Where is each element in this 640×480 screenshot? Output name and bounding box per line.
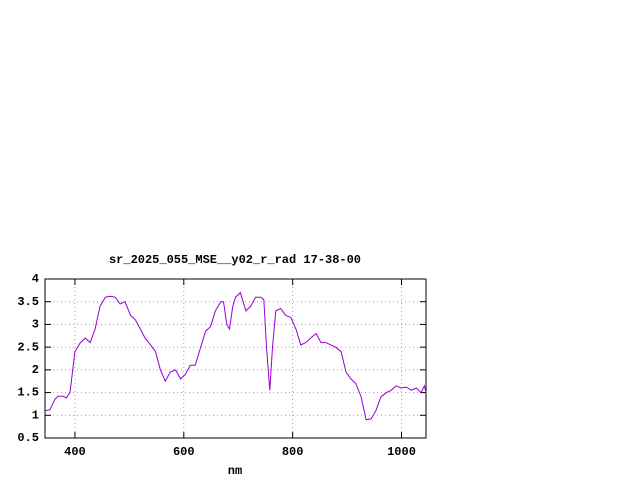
data-line — [44, 291, 427, 421]
x-axis-label: nm — [228, 464, 242, 478]
chart-title: sr_2025_055_MSE__y02_r_rad 17-38-00 — [109, 253, 361, 267]
plot-frame — [44, 278, 427, 439]
y-tick-label: 1.5 — [17, 386, 39, 400]
x-tick-label: 400 — [64, 445, 86, 459]
y-tick-label: 4 — [32, 272, 39, 286]
x-tick-label: 1000 — [387, 445, 416, 459]
y-tick-label: 2 — [32, 363, 39, 377]
y-tick-label: 1 — [32, 408, 39, 422]
x-tick-label: 800 — [282, 445, 304, 459]
x-tick-label: 600 — [173, 445, 195, 459]
y-tick-label: 3.5 — [17, 295, 39, 309]
y-tick-label: 3 — [32, 318, 39, 332]
y-tick-label: 0.5 — [17, 431, 39, 445]
y-tick-label: 2.5 — [17, 340, 39, 354]
